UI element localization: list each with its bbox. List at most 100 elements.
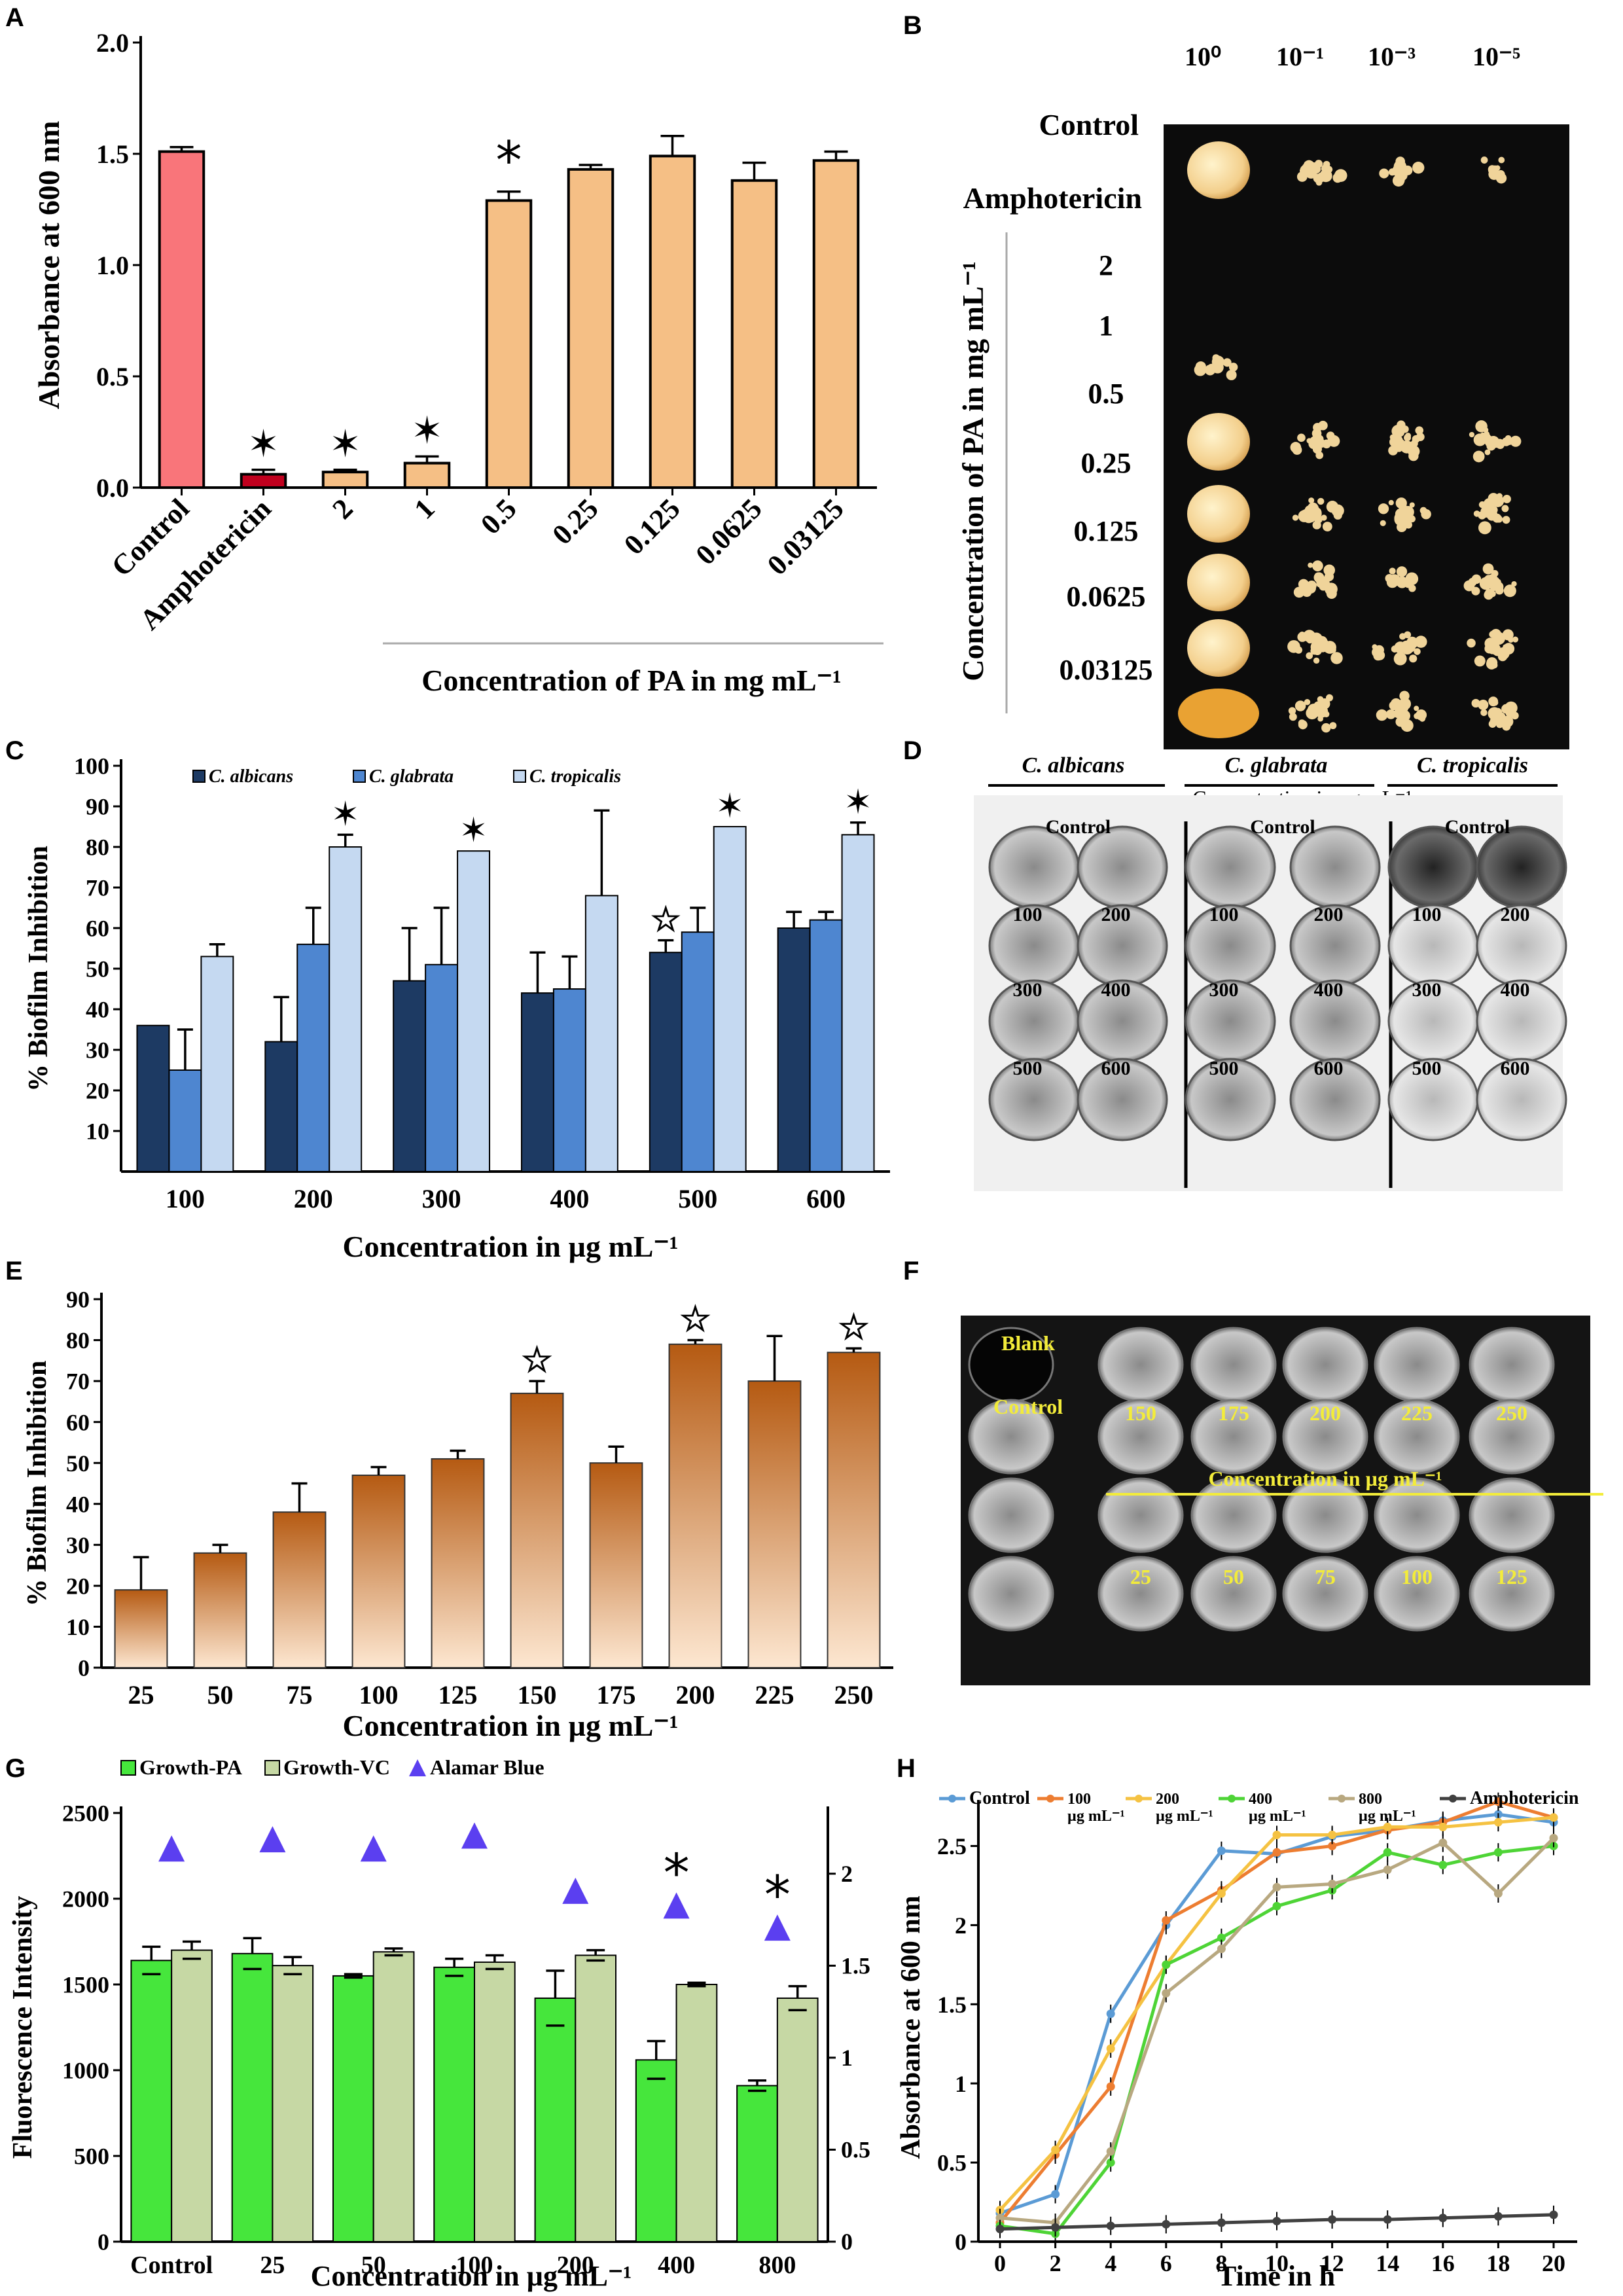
significance-marker: ✶ [329,422,361,466]
well [1077,825,1168,909]
colony-spot [1187,413,1250,471]
well [1374,1556,1460,1632]
legend-swatch [409,1759,426,1776]
y-tick-label: 60 [86,916,109,942]
y-tick-label: 60 [66,1409,90,1435]
colony-spot [1187,554,1250,611]
data-point [1549,1813,1558,1822]
well-label: 100 [1412,904,1442,925]
data-point [1217,1846,1226,1856]
bar [510,1392,564,1668]
bar-c-tropicalis [584,895,618,1173]
bar [747,1380,802,1668]
bar [114,1589,168,1669]
well [1469,1556,1555,1632]
well [1077,1058,1168,1141]
y-tick-label: 40 [66,1491,90,1517]
colony-dot [1401,694,1408,700]
colony-dot [1307,704,1321,717]
colony-dot [1297,433,1306,442]
colony-dot [1488,165,1497,174]
x-tick-label: 400 [658,2251,695,2279]
colony-dot [1489,590,1496,598]
y2-tick-label: 1 [841,2045,853,2071]
colony-dot [1330,647,1336,653]
x-tick-label: 20 [1542,2250,1565,2276]
colony-dot [1469,431,1475,438]
bar-c-glabrata [425,963,459,1173]
data-point [1549,2210,1558,2219]
bar-c-albicans [264,1041,298,1172]
panel-letter-a: A [5,3,24,32]
colony-dot [1480,156,1488,164]
well [1469,1399,1555,1475]
well-label: 300 [1013,979,1043,1001]
legend-swatch [120,1760,136,1776]
well-label: 225 [1401,1401,1433,1425]
y-tick-label: 2.5 [937,1833,967,1859]
x-tick-label: 2 [1050,2250,1061,2276]
series-line [999,1800,1554,2224]
colony-dot [1316,172,1327,183]
data-point [1106,2009,1115,2018]
colony-dot [1503,495,1511,503]
well-label: 600 [1501,1058,1530,1079]
colony-dot [1294,700,1306,711]
well-label: 600 [1101,1058,1131,1079]
well [968,1556,1054,1632]
bar-c-glabrata [809,919,843,1172]
x-tick-label: 250 [834,1680,874,1710]
bar [431,1458,485,1668]
y-tick-label: 1.5 [96,139,129,169]
colony-dot [1399,633,1406,640]
significance-marker: * [664,1842,690,1903]
y-tick-label: 40 [86,997,109,1023]
data-point [1106,2044,1115,2053]
data-point [1162,1960,1171,1969]
x-tick-label: 2 [326,492,359,525]
x-tick-label: 6 [1160,2250,1172,2276]
data-point [1272,2217,1281,2226]
bar-growth-vc [474,1961,516,2242]
legend-swatch [192,770,205,783]
dilution-label: 10⁻¹ [1276,42,1324,71]
panel-letter-g: G [5,1754,26,1783]
colony-dot [1376,709,1388,721]
y-tick-label: 1 [955,2071,967,2097]
y-axis-label: % Biofilm Inhibition [22,1361,52,1607]
bar-c-tropicalis [200,956,234,1173]
bar-c-tropicalis [713,826,747,1172]
y-tick-label: 30 [86,1037,109,1064]
x-tick-label: 225 [755,1680,794,1710]
colony-dot [1292,445,1302,455]
panel-b-axis-label: Concentration of PA in mg mL⁻¹ [956,261,990,681]
y-tick-label: 0 [955,2229,967,2255]
bar [589,1462,643,1668]
colony-dot [1395,427,1405,437]
data-point [1493,1797,1503,1806]
x-tick-label: 100 [166,1184,205,1213]
well-label: 125 [1496,1565,1527,1588]
bar-c-tropicalis [329,846,363,1172]
alamar-point [461,1822,488,1849]
data-point [1272,1901,1281,1910]
colony-dot [1304,505,1315,516]
legend-swatch [513,770,526,783]
data-point [1162,1916,1171,1925]
colony-dot [1395,716,1406,727]
colony-spot [1187,141,1250,199]
bar [812,159,860,489]
bar-growth-pa [736,2085,778,2243]
colony-dot [1483,580,1489,586]
well [1282,1399,1368,1475]
x-tick-label: 16 [1431,2250,1455,2276]
well [1190,1477,1277,1553]
colony-dot [1502,516,1510,524]
y-tick-label: 1.5 [937,1992,967,2018]
panel-letter-e: E [5,1257,23,1285]
x-tick-label: 25 [260,2251,285,2279]
colony-dot [1502,722,1511,731]
alamar-point [360,1835,387,1862]
colony-dot [1380,520,1386,526]
colony-dot [1385,709,1396,719]
